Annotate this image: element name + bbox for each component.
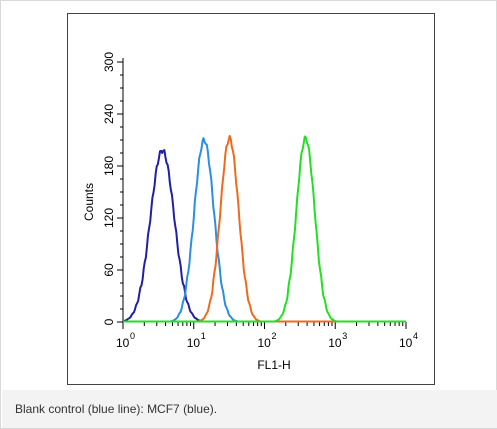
x-tick-label: 10 [399, 336, 413, 350]
x-tick-exponent: 2 [272, 331, 277, 341]
x-tick-label: 10 [116, 336, 130, 350]
histogram-panel: 0 60 120 180 240 300 10 0 10 1 10 2 10 3 10 4 Counts FL… [67, 13, 435, 385]
y-tick-label: 60 [102, 263, 116, 277]
histogram-series-2 [123, 137, 406, 323]
x-tick-exponent: 1 [201, 331, 206, 341]
x-tick-label: 10 [187, 336, 201, 350]
figure-caption: Blank control (blue line): MCF7 (blue). [15, 402, 218, 416]
caption-bar: Blank control (blue line): MCF7 (blue). [2, 390, 497, 428]
series-layer [122, 134, 406, 323]
histogram-series-3 [123, 134, 406, 323]
y-axis-title: Counts [82, 183, 96, 221]
histogram-series-4 [123, 135, 406, 323]
x-tick-exponent: 4 [413, 331, 418, 341]
x-tick-exponent: 0 [130, 331, 135, 341]
y-tick-label: 240 [102, 104, 116, 124]
y-tick-label: 180 [102, 156, 116, 176]
x-axis-title: FL1-H [257, 358, 290, 372]
x-tick-label: 10 [328, 336, 342, 350]
y-tick-label: 300 [102, 52, 116, 72]
x-tick-exponent: 3 [342, 331, 347, 341]
y-tick-label: 120 [102, 208, 116, 228]
y-tick-label: 0 [102, 318, 116, 325]
histogram-series-1 [122, 149, 406, 323]
x-tick-label: 10 [258, 336, 272, 350]
